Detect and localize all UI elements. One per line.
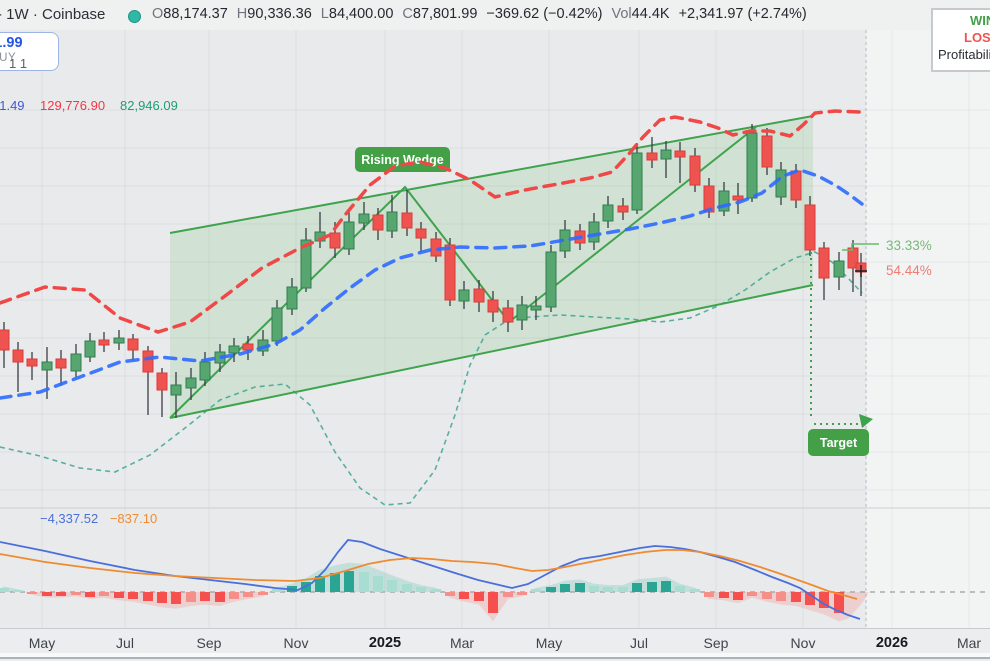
axis-month-label: Nov bbox=[283, 635, 309, 651]
change-value: −369.62 (−0.42%) bbox=[486, 6, 603, 22]
axis-month-label: Sep bbox=[196, 635, 222, 651]
axis-month-label: Mar bbox=[956, 635, 982, 651]
axis-month-label: May bbox=[535, 635, 563, 651]
future-projection-zone bbox=[866, 30, 990, 628]
target-arrow-icon bbox=[859, 414, 873, 428]
lower-band-line bbox=[0, 251, 863, 506]
moving-average-line bbox=[0, 168, 864, 400]
axis-year-label: 2026 bbox=[875, 635, 909, 651]
high-label: H bbox=[236, 6, 248, 22]
losses-label: LOSSES bbox=[964, 30, 990, 45]
window-bottom-edge bbox=[0, 653, 990, 659]
buy-button[interactable]: BUY bbox=[0, 52, 17, 64]
macd-signal-value: −837.10 bbox=[109, 511, 158, 526]
wedge-upper-trendline[interactable] bbox=[169, 115, 814, 234]
ohlc-values-row: O88,174.37 H90,336.36 L84,400.00 C87,801.99… bbox=[152, 6, 807, 22]
volume-value: 44.4K bbox=[631, 6, 670, 22]
close-value: 87,801.99 bbox=[412, 6, 478, 22]
upper-band-value: 129,776.90 bbox=[40, 98, 106, 113]
buy-price-widget[interactable]: 87,801.99 BUY bbox=[0, 32, 59, 71]
volume-change-value: +2,341.97 (+2.74%) bbox=[678, 6, 807, 22]
target-label[interactable]: Target bbox=[808, 429, 869, 456]
retracement-red-label[interactable]: 54.44% bbox=[886, 263, 932, 278]
low-value: 84,400.00 bbox=[328, 6, 394, 22]
macd-signal-line bbox=[0, 549, 858, 600]
rising-wedge-fill[interactable] bbox=[170, 116, 813, 418]
open-label: O bbox=[152, 6, 164, 22]
macd-legend-values[interactable]: −4,337.52 −837.10 bbox=[40, 511, 157, 526]
svg-text:Target: Target bbox=[820, 436, 858, 450]
upper-band-line bbox=[0, 109, 862, 334]
ma-value: 61.49 bbox=[0, 98, 25, 113]
macd-line bbox=[0, 539, 861, 620]
lower-band-value: 82,946.09 bbox=[120, 98, 178, 113]
symbol-title[interactable]: - 1W · Coinbase bbox=[0, 6, 106, 23]
profitability-label: Profitability bbox=[938, 47, 990, 62]
indicator-legend-params[interactable]: 1 1 bbox=[9, 56, 28, 71]
axis-month-label: May bbox=[28, 635, 56, 651]
last-price-value: 87,801.99 bbox=[0, 35, 23, 51]
low-label: L bbox=[320, 6, 329, 22]
macd-histogram bbox=[0, 571, 844, 613]
retracement-green-label[interactable]: 33.33% bbox=[886, 238, 932, 253]
chart-header-bar: - 1W · Coinbase O88,174.37 H90,336.36 L84,… bbox=[0, 0, 990, 30]
high-value: 90,336.36 bbox=[247, 6, 312, 22]
market-status-dot-icon bbox=[128, 10, 141, 23]
strategy-stats-box[interactable]: WINS LOSSES Profitability bbox=[931, 8, 990, 72]
last-price-cross-icon bbox=[855, 265, 867, 277]
axis-month-label: Mar bbox=[449, 635, 475, 651]
macd-value: −4,337.52 bbox=[40, 511, 99, 526]
axis-month-label: Sep bbox=[703, 635, 729, 651]
axis-month-label: Jul bbox=[630, 635, 648, 651]
open-value: 88,174.37 bbox=[163, 6, 228, 22]
wins-label: WINS bbox=[970, 13, 990, 28]
volume-label: Vol bbox=[611, 6, 632, 22]
axis-month-label: Nov bbox=[790, 635, 816, 651]
axis-month-label: Jul bbox=[116, 635, 134, 651]
close-label: C bbox=[402, 6, 413, 22]
rising-wedge-label[interactable]: Rising Wedge bbox=[355, 147, 450, 172]
wedge-lower-trendline[interactable] bbox=[169, 284, 814, 419]
axis-year-label: 2025 bbox=[368, 635, 402, 651]
retracement-level-line[interactable] bbox=[842, 243, 879, 251]
